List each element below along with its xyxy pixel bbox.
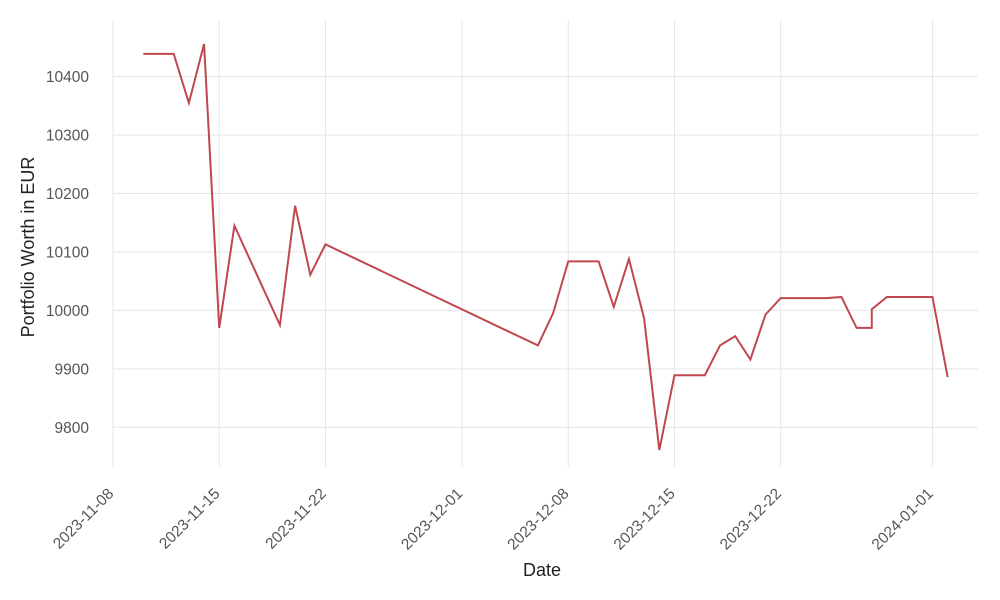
y-tick-label: 9800 bbox=[55, 420, 90, 437]
y-tick-label: 10000 bbox=[46, 303, 89, 320]
x-tick-label: 2023-12-15 bbox=[611, 485, 679, 553]
x-tick-label: 2024-01-01 bbox=[869, 485, 937, 553]
x-tick-label: 2023-11-22 bbox=[262, 485, 329, 552]
x-tick-label: 2023-12-22 bbox=[717, 485, 785, 553]
y-axis-label: Portfolio Worth in EUR bbox=[18, 157, 38, 338]
y-tick-label: 10200 bbox=[46, 186, 89, 203]
y-tick-label: 10400 bbox=[46, 69, 89, 86]
y-tick-label: 10300 bbox=[46, 128, 89, 145]
x-tick-label: 2023-12-01 bbox=[398, 485, 466, 553]
y-tick-label: 9900 bbox=[55, 361, 90, 378]
y-tick-labels: 9800 9900 10000 10100 10200 10300 10400 bbox=[46, 69, 89, 437]
x-tick-label: 2023-11-08 bbox=[50, 485, 117, 552]
series-line bbox=[143, 43, 949, 451]
x-tick-label: 2023-12-08 bbox=[504, 485, 572, 553]
x-tick-label: 2023-11-15 bbox=[156, 485, 223, 552]
x-tick-labels: 2023-11-08 2023-11-15 2023-11-22 2023-12-01… bbox=[50, 485, 937, 553]
x-axis-label: Date bbox=[523, 560, 561, 580]
grid-lines bbox=[112, 20, 978, 467]
y-tick-label: 10100 bbox=[46, 244, 89, 261]
series-line-layer bbox=[143, 43, 949, 451]
